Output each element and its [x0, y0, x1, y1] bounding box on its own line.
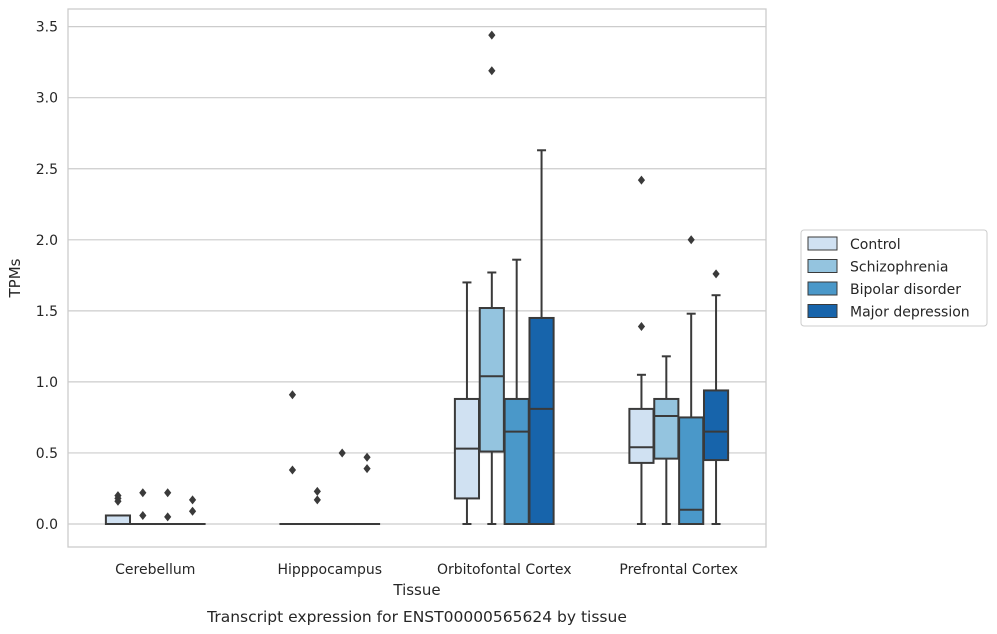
- box-iqr: [503, 397, 530, 525]
- y-tick-label: 0.5: [36, 446, 58, 462]
- outlier-marker: [188, 495, 197, 505]
- x-tick-label: Hipppocampus: [277, 562, 382, 578]
- plot-area-frame: [67, 8, 767, 548]
- outlier-marker: [363, 452, 371, 462]
- outlier-marker: [488, 30, 496, 40]
- box-iqr: [478, 307, 505, 453]
- box-control: [104, 491, 132, 525]
- y-tick-labels: 0.0 0.5 1.0 1.5 2.0 2.5 3.0 3.5: [36, 20, 58, 533]
- outlier-marker: [188, 506, 197, 516]
- outlier-marker: [712, 269, 720, 279]
- outlier-marker: [313, 486, 321, 496]
- outlier-marker: [687, 235, 695, 245]
- y-tick-label: 0.0: [36, 517, 58, 533]
- x-tick-labels: Cerebellum Hipppocampus Orbitofontal Corte…: [115, 562, 738, 578]
- x-tick-label: Prefrontal Cortex: [619, 562, 738, 578]
- chart-caption: Transcript expression for ENST0000056562…: [206, 608, 627, 626]
- box-iqr: [104, 514, 132, 525]
- legend-frame: [800, 229, 988, 327]
- outlier-marker: [338, 448, 346, 458]
- legend-label: Schizophrenia: [850, 260, 948, 276]
- outlier-marker: [288, 465, 297, 475]
- outlier-marker: [139, 510, 147, 520]
- box-control: [453, 281, 481, 525]
- box-bipolar-disorder: [154, 488, 181, 526]
- box-series: [104, 30, 730, 526]
- box-major-depression: [702, 269, 730, 525]
- box-schizophrenia: [653, 355, 680, 525]
- y-tick-label: 3.0: [36, 91, 58, 107]
- box-iqr: [628, 407, 655, 464]
- outlier-marker: [363, 464, 371, 474]
- outlier-marker: [164, 488, 172, 498]
- legend: Control Schizophrenia Bipolar disorder Majo…: [800, 229, 988, 327]
- outlier-marker: [637, 321, 646, 331]
- outlier-marker: [488, 66, 496, 76]
- box-schizophrenia: [478, 30, 505, 525]
- box-iqr: [528, 316, 555, 525]
- x-tick-label: Cerebellum: [115, 562, 195, 578]
- box-major-depression: [179, 495, 206, 526]
- box-iqr: [653, 397, 680, 460]
- grid-lines: [68, 26, 766, 525]
- legend-swatch: [807, 236, 838, 251]
- box-schizophrenia: [304, 486, 331, 526]
- y-tick-label: 2.0: [36, 233, 58, 249]
- legend-label: Bipolar disorder: [850, 282, 961, 298]
- y-axis-label: TPMs: [6, 258, 24, 298]
- outlier-marker: [139, 488, 147, 498]
- legend-swatch: [807, 281, 838, 296]
- box-control: [628, 175, 655, 525]
- box-bipolar-disorder: [329, 448, 356, 526]
- box-schizophrenia: [129, 488, 156, 526]
- box-major-depression: [353, 452, 381, 526]
- legend-label: Major depression: [850, 305, 970, 321]
- y-tick-label: 1.5: [36, 304, 58, 320]
- outlier-marker: [313, 495, 321, 505]
- legend-label: Control: [850, 237, 901, 253]
- box-iqr: [702, 389, 730, 462]
- box-iqr: [678, 416, 705, 525]
- y-tick-label: 1.0: [36, 375, 58, 391]
- legend-swatch: [807, 304, 838, 318]
- legend-swatch: [807, 259, 838, 273]
- x-tick-label: Orbitofontal Cortex: [437, 562, 572, 578]
- y-tick-label: 3.5: [36, 20, 58, 36]
- box-bipolar-disorder: [503, 258, 530, 525]
- box-bipolar-disorder: [678, 235, 705, 525]
- outlier-marker: [288, 390, 297, 400]
- box-control: [279, 390, 306, 526]
- outlier-marker: [114, 491, 122, 501]
- outlier-marker: [637, 175, 646, 185]
- box-major-depression: [528, 149, 555, 525]
- outlier-marker: [164, 512, 172, 522]
- y-tick-label: 2.5: [36, 162, 58, 178]
- x-axis-label: Tissue: [392, 581, 440, 599]
